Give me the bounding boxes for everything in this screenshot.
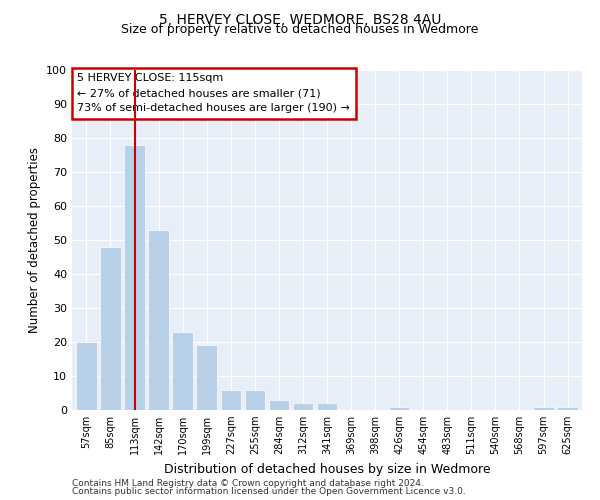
X-axis label: Distribution of detached houses by size in Wedmore: Distribution of detached houses by size … [164, 462, 490, 475]
Bar [196, 346, 217, 410]
Bar [221, 390, 241, 410]
Text: 5, HERVEY CLOSE, WEDMORE, BS28 4AU: 5, HERVEY CLOSE, WEDMORE, BS28 4AU [159, 12, 441, 26]
Bar [317, 403, 337, 410]
Bar [76, 342, 97, 410]
Text: 5 HERVEY CLOSE: 115sqm
← 27% of detached houses are smaller (71)
73% of semi-det: 5 HERVEY CLOSE: 115sqm ← 27% of detached… [77, 74, 350, 113]
Y-axis label: Number of detached properties: Number of detached properties [28, 147, 41, 333]
Text: Contains HM Land Registry data © Crown copyright and database right 2024.: Contains HM Land Registry data © Crown c… [72, 478, 424, 488]
Bar [269, 400, 289, 410]
Bar [172, 332, 193, 410]
Bar [389, 406, 409, 410]
Bar [533, 406, 554, 410]
Bar [293, 403, 313, 410]
Bar [148, 230, 169, 410]
Bar [245, 390, 265, 410]
Text: Contains public sector information licensed under the Open Government Licence v3: Contains public sector information licen… [72, 487, 466, 496]
Bar [557, 406, 578, 410]
Bar [124, 145, 145, 410]
Text: Size of property relative to detached houses in Wedmore: Size of property relative to detached ho… [121, 22, 479, 36]
Bar [100, 247, 121, 410]
